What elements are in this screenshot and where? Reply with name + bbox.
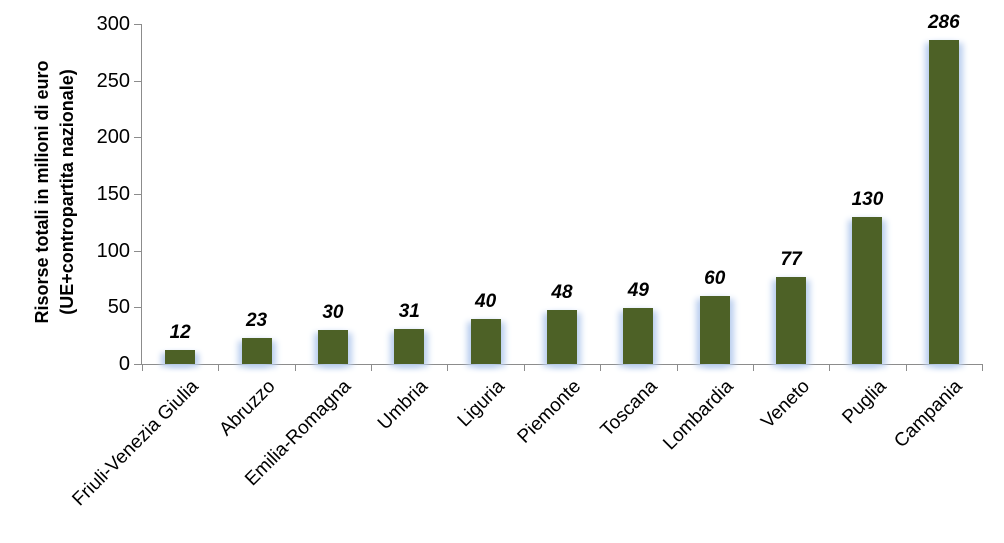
- x-axis-tick: [753, 365, 754, 371]
- x-axis-tick: [524, 365, 525, 371]
- x-axis-category-label: Abruzzo: [215, 376, 280, 441]
- x-axis-tick: [677, 365, 678, 371]
- y-axis-tick: [134, 80, 141, 82]
- x-axis-category-label: Liguria: [453, 376, 509, 432]
- y-axis-tick: [134, 194, 141, 195]
- x-axis-tick: [142, 365, 143, 371]
- y-axis-tick: [134, 307, 141, 309]
- y-axis-line: [141, 24, 142, 365]
- bar-value-label: 12: [169, 322, 191, 344]
- bar-value-label: 130: [851, 188, 884, 210]
- y-axis-tick-label: 50: [107, 296, 130, 319]
- bar: [470, 318, 501, 364]
- bar: [317, 330, 348, 364]
- x-axis-category-label: Toscana: [596, 376, 662, 441]
- y-axis-tick: [134, 24, 141, 25]
- x-axis-category-label: Campania: [890, 376, 967, 453]
- x-axis-tick: [218, 365, 219, 371]
- x-axis-tick: [371, 365, 372, 371]
- y-axis-tick-label: 0: [118, 353, 130, 375]
- x-axis-category-label: Piemonte: [513, 376, 585, 448]
- x-axis-category-label: Veneto: [757, 376, 814, 433]
- x-axis-category-label: Lombardia: [659, 376, 738, 455]
- bar: [623, 308, 654, 364]
- bar: [699, 296, 730, 364]
- x-axis-line: [141, 364, 983, 365]
- x-axis-category-label: Umbria: [373, 376, 433, 435]
- bar-value-label: 23: [245, 309, 268, 331]
- bar: [928, 39, 959, 364]
- x-axis-category-label: Friuli-Venezia Giulia: [68, 376, 204, 511]
- bar-value-label: 49: [627, 280, 649, 302]
- x-axis-tick: [295, 365, 296, 371]
- x-axis-category-label: Puglia: [838, 376, 891, 429]
- bar-value-label: 60: [704, 268, 726, 289]
- y-axis-title-line1: Risorse totali in milioni di euro: [32, 60, 52, 324]
- y-axis-tick: [134, 137, 141, 139]
- x-axis-tick: [600, 365, 601, 371]
- bar-value-label: 286: [927, 11, 960, 33]
- bar: [394, 328, 425, 364]
- bar-value-label: 77: [780, 248, 802, 270]
- bar: [852, 216, 883, 364]
- bar-value-label: 31: [398, 300, 420, 322]
- y-axis-tick-label: 200: [96, 126, 130, 149]
- y-axis-tick-label: 100: [96, 239, 130, 262]
- y-axis-tick: [134, 364, 141, 365]
- bar-value-label: 40: [475, 290, 497, 312]
- y-axis-tick-label: 300: [96, 13, 130, 35]
- x-axis-tick: [829, 365, 830, 371]
- x-axis-tick: [447, 365, 448, 371]
- bar: [241, 337, 272, 364]
- bar-value-label: 48: [551, 281, 573, 303]
- y-axis-tick: [134, 250, 141, 252]
- bar-value-label: 30: [322, 302, 344, 323]
- x-axis-tick: [906, 365, 907, 371]
- bar: [547, 309, 577, 364]
- bar: [776, 276, 807, 364]
- y-axis-tick-label: 250: [96, 69, 130, 92]
- y-axis-tick-label: 150: [96, 183, 130, 205]
- bar: [165, 350, 196, 364]
- x-axis-tick: [982, 365, 983, 371]
